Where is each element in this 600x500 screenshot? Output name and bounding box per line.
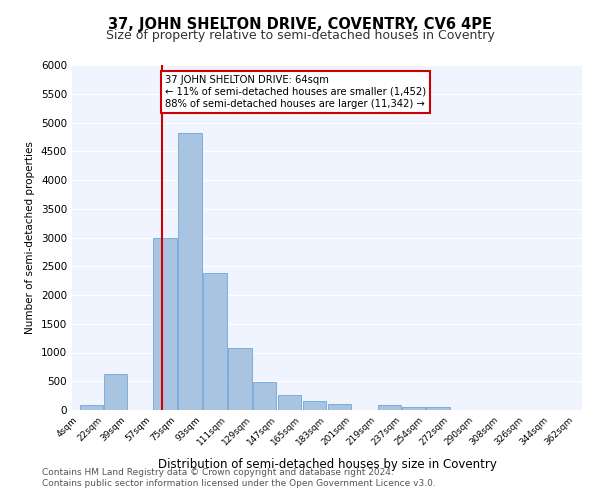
Text: 37 JOHN SHELTON DRIVE: 64sqm
← 11% of semi-detached houses are smaller (1,452)
8: 37 JOHN SHELTON DRIVE: 64sqm ← 11% of se… (165, 76, 426, 108)
Text: Size of property relative to semi-detached houses in Coventry: Size of property relative to semi-detach… (106, 29, 494, 42)
Bar (302, 401, 326, 410)
Bar (377, 406, 401, 410)
Bar (104, 374, 127, 410)
Bar (278, 395, 301, 410)
Text: Contains HM Land Registry data © Crown copyright and database right 2024.
Contai: Contains HM Land Registry data © Crown c… (42, 468, 436, 487)
Bar (203, 273, 227, 410)
Bar (178, 133, 202, 410)
Bar (228, 348, 251, 410)
Bar (403, 406, 425, 410)
Bar (426, 406, 450, 410)
Bar (153, 238, 177, 410)
Text: 37, JOHN SHELTON DRIVE, COVENTRY, CV6 4PE: 37, JOHN SHELTON DRIVE, COVENTRY, CV6 4P… (108, 18, 492, 32)
Bar (80, 406, 103, 410)
Y-axis label: Number of semi-detached properties: Number of semi-detached properties (25, 141, 35, 334)
X-axis label: Distribution of semi-detached houses by size in Coventry: Distribution of semi-detached houses by … (158, 458, 496, 471)
Bar (328, 404, 352, 410)
Bar (253, 382, 277, 410)
